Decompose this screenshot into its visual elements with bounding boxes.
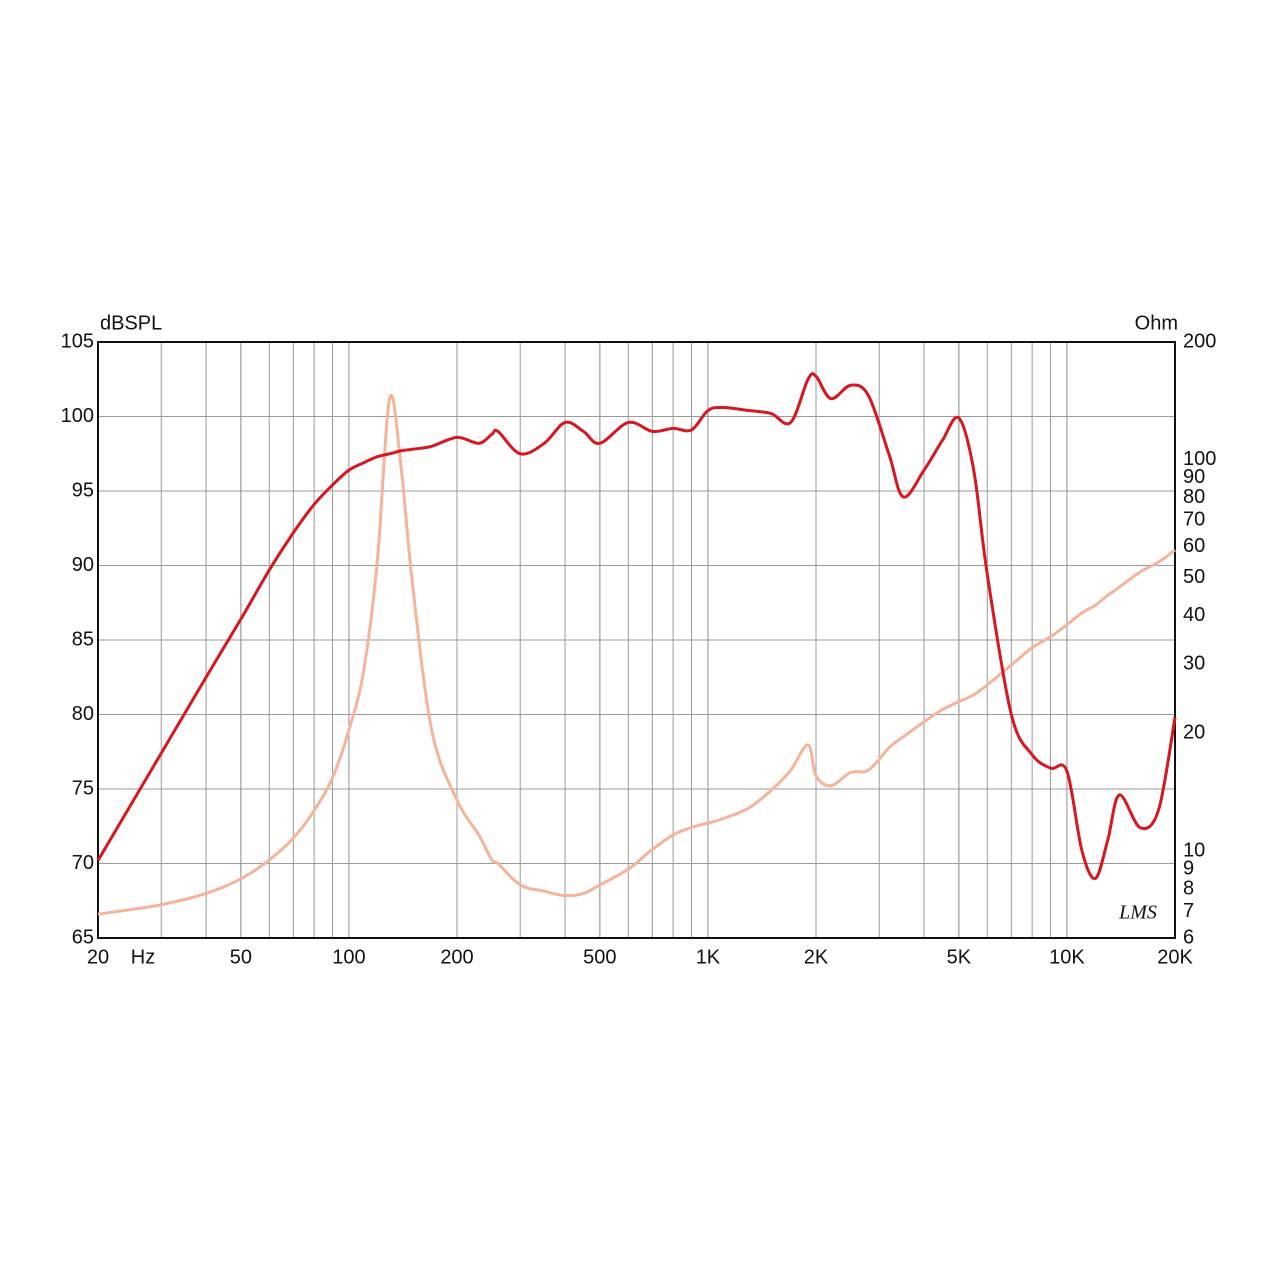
y-axis-label: dBSPL <box>100 312 162 334</box>
x-tick-label: 5K <box>947 946 972 968</box>
x-tick-label: 20K <box>1157 946 1193 968</box>
y2-tick-label: 6 <box>1183 926 1194 948</box>
x-tick-label: 200 <box>440 946 473 968</box>
y-tick-label: 65 <box>72 926 94 948</box>
y2-tick-label: 90 <box>1183 466 1205 488</box>
x-tick-label: 10K <box>1049 946 1085 968</box>
y2-tick-label: 9 <box>1183 857 1194 879</box>
y-tick-label: 95 <box>72 479 94 501</box>
y-tick-label: 85 <box>72 628 94 650</box>
y2-tick-label: 10 <box>1183 839 1205 861</box>
y-tick-label: 75 <box>72 777 94 799</box>
y2-tick-label: 50 <box>1183 566 1205 588</box>
y-tick-label: 105 <box>61 330 94 352</box>
x-tick-label: 50 <box>230 946 252 968</box>
y2-tick-label: 70 <box>1183 509 1205 531</box>
x-tick-label: 500 <box>583 946 616 968</box>
series-line <box>97 393 1176 916</box>
y2-tick-label: 8 <box>1183 877 1194 899</box>
y2-tick-label: 60 <box>1183 535 1205 557</box>
y2-tick-label: 40 <box>1183 604 1205 626</box>
y-tick-label: 90 <box>72 554 94 576</box>
x-axis-label: Hz <box>131 946 155 968</box>
series-line <box>96 372 1177 880</box>
annotation: LMS <box>1118 902 1157 924</box>
y-tick-label: 100 <box>61 405 94 427</box>
x-tick-label: 20 <box>87 946 109 968</box>
plot-frame <box>97 341 1176 939</box>
x-tick-label: 1K <box>696 946 721 968</box>
y2-axis-label: Ohm <box>1135 312 1178 334</box>
y2-tick-label: 20 <box>1183 722 1205 744</box>
y2-tick-label: 80 <box>1183 486 1205 508</box>
x-tick-label: 100 <box>332 946 365 968</box>
y2-tick-label: 100 <box>1183 448 1216 470</box>
y2-tick-label: 30 <box>1183 653 1205 675</box>
x-tick-label: 2K <box>804 946 829 968</box>
y-tick-label: 70 <box>72 852 94 874</box>
y2-tick-label: 7 <box>1183 900 1194 922</box>
y2-tick-label: 200 <box>1183 330 1216 352</box>
y-tick-label: 80 <box>72 703 94 725</box>
